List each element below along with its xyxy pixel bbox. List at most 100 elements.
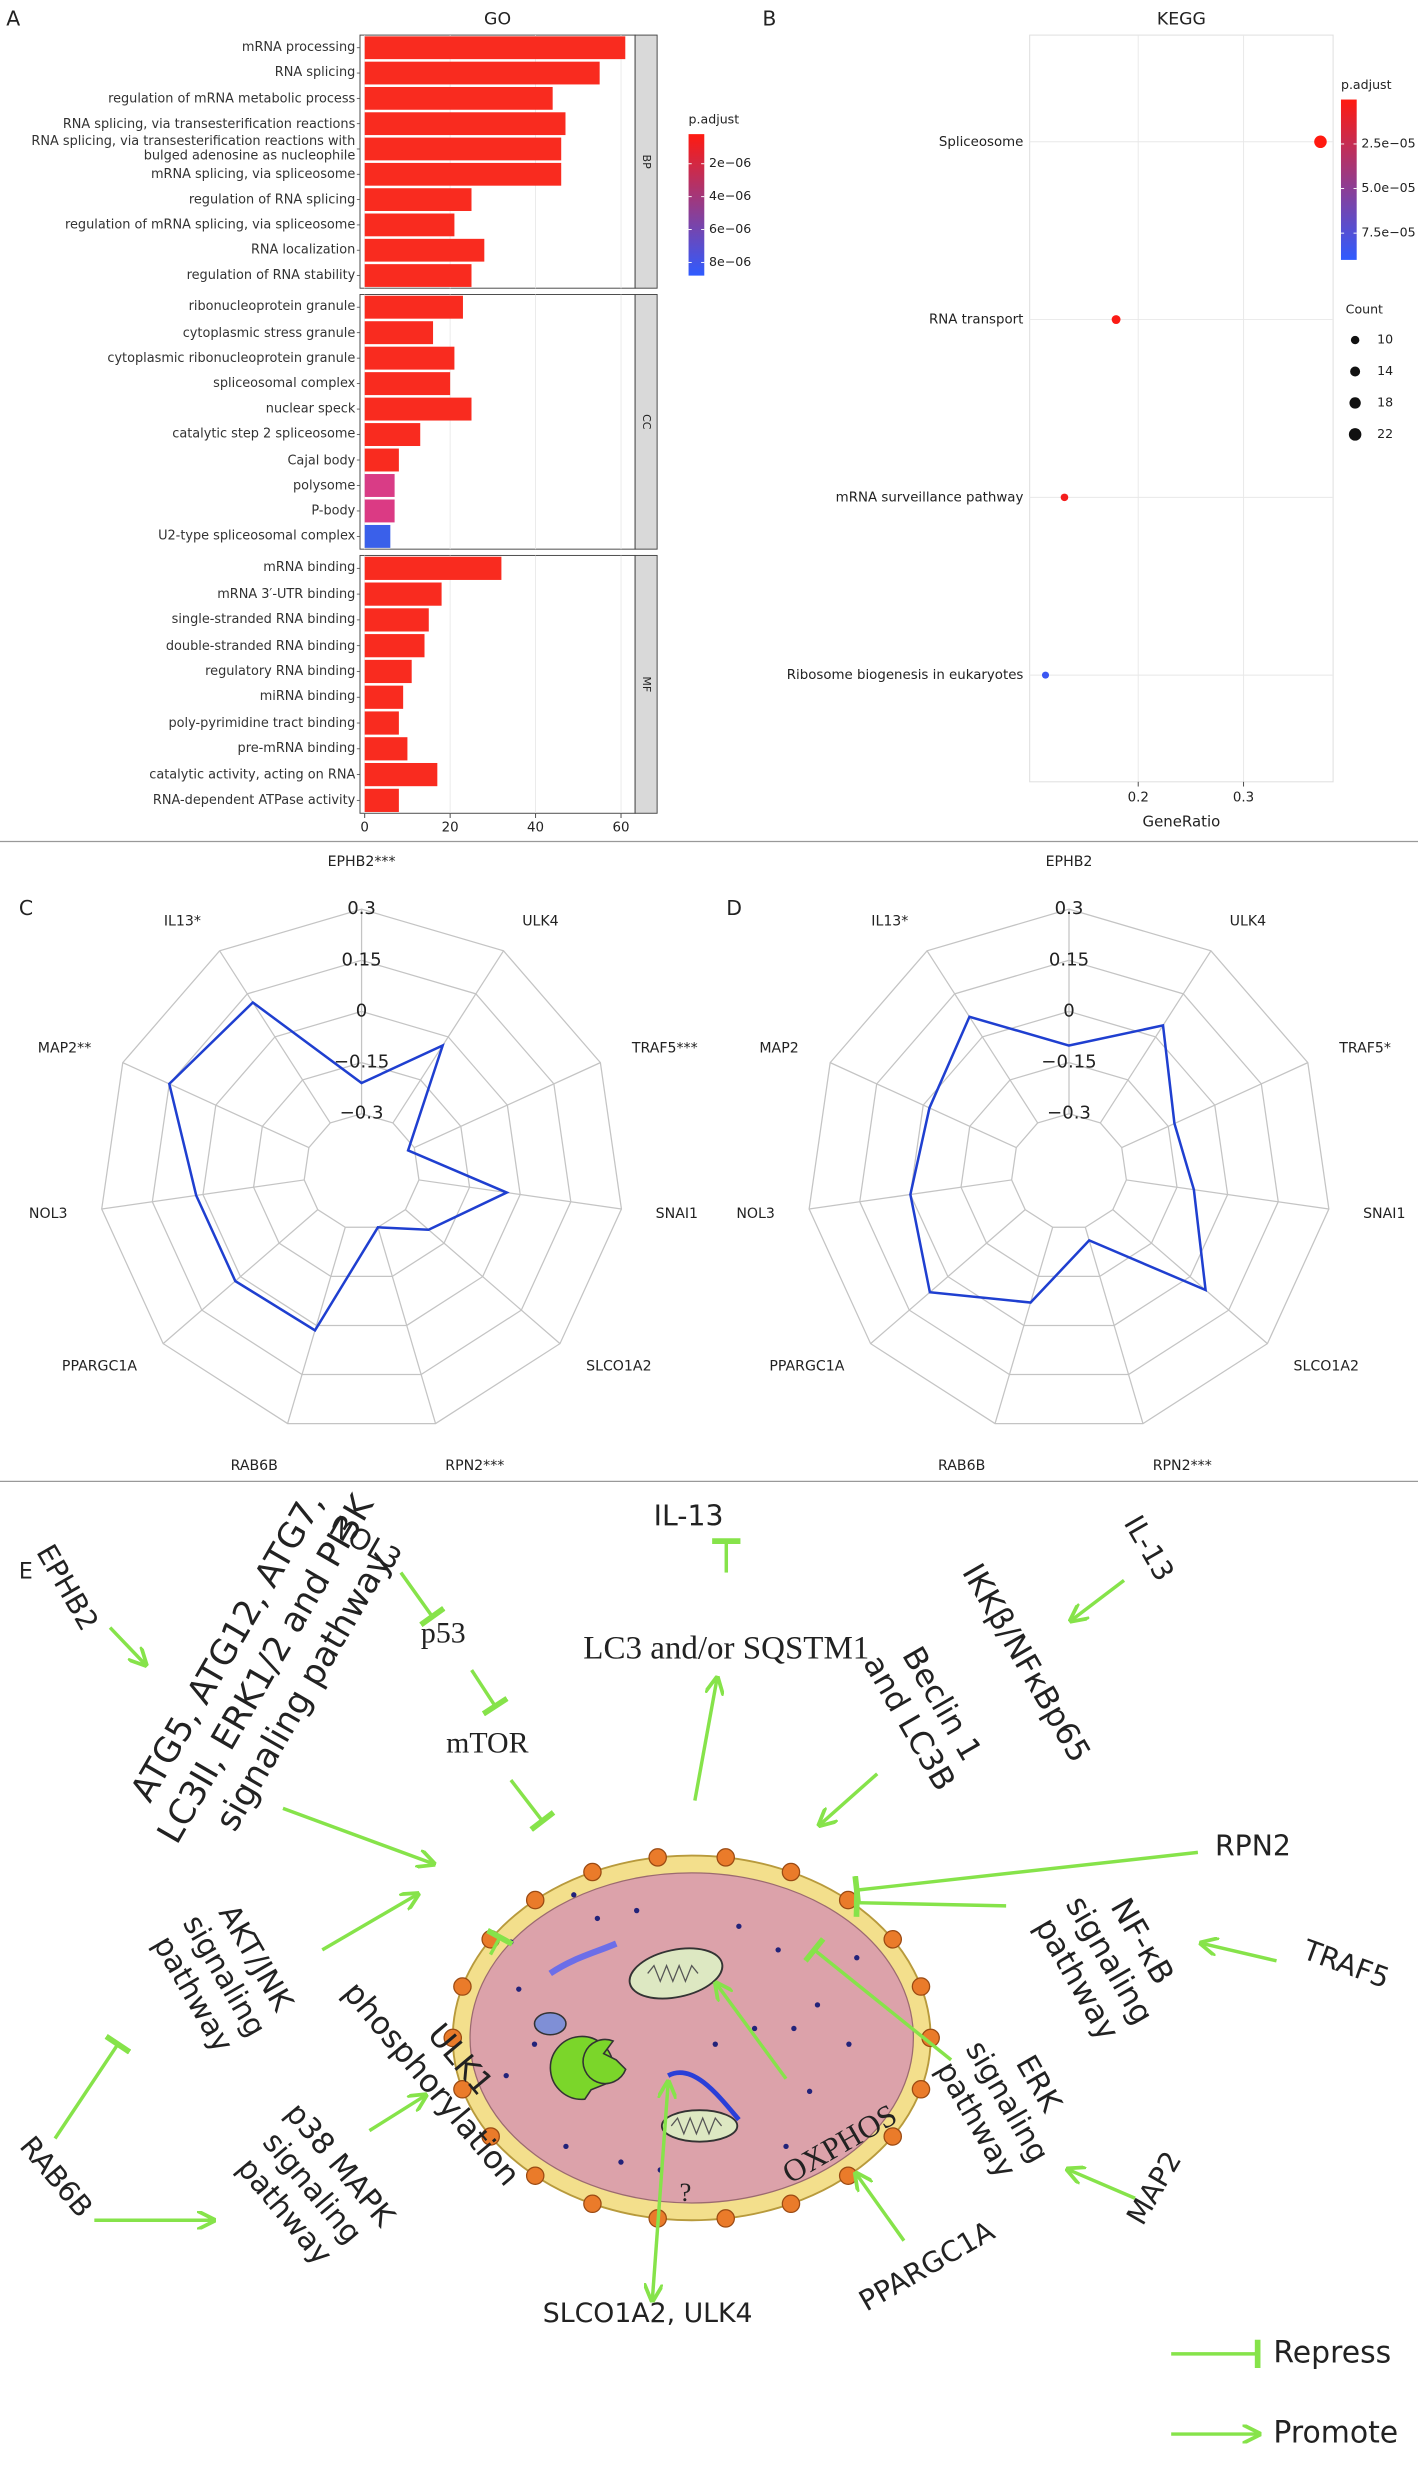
membrane-protein bbox=[716, 2209, 735, 2228]
axis-label: SNAI1 bbox=[656, 1206, 698, 1222]
y-tick-label: mRNA splicing, via spliceosome bbox=[150, 165, 356, 181]
axis-label: RAB6B bbox=[231, 1458, 278, 1474]
category-box: Cajal body bbox=[287, 451, 356, 467]
y-tick-label: Ribosome biogenesis in eukaryotes bbox=[787, 668, 1024, 683]
bar bbox=[364, 61, 600, 85]
colorbar bbox=[1340, 99, 1357, 260]
category-box: mRNA processing bbox=[242, 39, 355, 54]
colorbar-label: 7.5e−05 bbox=[1361, 225, 1415, 240]
facet-label: CC bbox=[640, 414, 653, 430]
membrane-protein bbox=[911, 2079, 931, 2099]
y-tick-label: single-stranded RNA binding bbox=[171, 610, 356, 627]
membrane-protein bbox=[648, 1848, 667, 1867]
category-box: regulatory RNA binding bbox=[205, 663, 355, 678]
bar bbox=[364, 137, 562, 161]
particle bbox=[508, 1939, 514, 1945]
membrane-protein bbox=[525, 1890, 545, 1910]
axis-label: EPHB2*** bbox=[328, 854, 396, 870]
membrane-protein bbox=[781, 2194, 801, 2214]
repress-arrow bbox=[486, 1928, 514, 1956]
particle bbox=[516, 1986, 522, 1992]
bar bbox=[364, 264, 472, 287]
y-tick-label: U2-type spliceosomal complex bbox=[158, 527, 356, 544]
y-tick-label: RNA splicing, via transesterification re… bbox=[31, 132, 356, 164]
legend-label: 14 bbox=[1377, 363, 1393, 378]
cristae bbox=[670, 2116, 723, 2136]
particle bbox=[814, 2002, 821, 2008]
promote-arrow bbox=[108, 1626, 145, 1664]
particle bbox=[783, 2143, 789, 2150]
repress-arrow bbox=[399, 1571, 446, 1628]
axis-label: ULK4 bbox=[522, 914, 558, 930]
r-tick-label: −0.3 bbox=[1047, 1103, 1091, 1124]
membrane-protein bbox=[583, 2194, 602, 2214]
bar bbox=[364, 685, 404, 709]
y-tick-label: regulation of mRNA metabolic process bbox=[108, 89, 356, 106]
repress-arrow bbox=[509, 1779, 556, 1832]
axis-label: IL13* bbox=[164, 914, 201, 930]
y-tick-label: P-body bbox=[311, 501, 356, 518]
gene-label: PPARGC1A bbox=[853, 2214, 1000, 2318]
bar bbox=[364, 659, 412, 684]
panel-label: D bbox=[726, 896, 742, 920]
membrane-protein bbox=[453, 2079, 472, 2099]
y-tick-label: RNA localization bbox=[250, 241, 356, 257]
bar bbox=[364, 556, 502, 580]
y-tick-label: catalytic activity, acting on RNA bbox=[149, 765, 356, 782]
radar-line bbox=[909, 1015, 1208, 1304]
x-tick-label: 0.3 bbox=[1233, 791, 1254, 806]
membrane-protein bbox=[883, 1930, 903, 1949]
y-tick-label: RNA transport bbox=[929, 313, 1023, 328]
panel-label: B bbox=[762, 6, 776, 30]
facet-strip bbox=[634, 554, 658, 814]
category-box: RNA localization bbox=[250, 241, 356, 257]
facet-label: BP bbox=[640, 155, 653, 170]
category-box: cytoplasmic ribonucleoprotein granule bbox=[107, 350, 355, 365]
y-tick-label: mRNA 3′-UTR binding bbox=[217, 585, 356, 601]
y-tick-label: regulation of RNA stability bbox=[186, 266, 356, 283]
particle bbox=[846, 2041, 852, 2047]
y-tick-label: pre-mRNA binding bbox=[237, 739, 356, 756]
particle bbox=[571, 1892, 577, 1898]
particle bbox=[618, 2159, 624, 2165]
bar bbox=[364, 582, 442, 606]
bar bbox=[364, 608, 429, 632]
promote-arrow bbox=[1203, 1944, 1277, 1963]
gene-label: IL-13 bbox=[654, 1500, 724, 1533]
y-tick-label: Cajal body bbox=[287, 451, 356, 467]
bar bbox=[364, 474, 395, 497]
y-tick-label: miRNA binding bbox=[259, 688, 356, 704]
category-box: RNA splicing, via transesterification re… bbox=[63, 115, 355, 130]
colorbar-label: 6e−06 bbox=[709, 221, 751, 236]
bar bbox=[364, 238, 485, 262]
facet-strip bbox=[634, 294, 658, 550]
particle bbox=[854, 1955, 860, 1961]
r-tick-label: −0.3 bbox=[340, 1103, 384, 1124]
axis-label: TRAF5*** bbox=[631, 1040, 698, 1056]
category-box: RNA splicing, via transesterification re… bbox=[31, 132, 356, 164]
axis-label: PPARGC1A bbox=[769, 1358, 844, 1374]
process-label: ATG5, ATG12, ATG7,LC3II, ERK1/2 and PI3K… bbox=[123, 1486, 400, 1850]
category-box: cytoplasmic stress granule bbox=[183, 324, 356, 339]
axis-label: RPN2*** bbox=[1153, 1458, 1212, 1474]
bar bbox=[364, 112, 566, 136]
legend-point bbox=[1349, 397, 1361, 409]
axis-label: IL13* bbox=[871, 914, 908, 930]
particle bbox=[775, 1947, 781, 1953]
legend-title: Count bbox=[1346, 302, 1383, 317]
x-tick-label: 0.2 bbox=[1128, 791, 1149, 806]
particle bbox=[791, 2025, 797, 2032]
repress-arrow bbox=[852, 1850, 1199, 1905]
category-box: P-body bbox=[311, 501, 356, 518]
panel-label: A bbox=[6, 6, 20, 30]
grid-ring bbox=[960, 1061, 1178, 1278]
promote-arrow bbox=[1069, 2170, 1136, 2200]
colorbar bbox=[688, 134, 705, 276]
y-tick-label: RNA splicing bbox=[274, 64, 356, 80]
category-box: pre-mRNA binding bbox=[237, 739, 356, 756]
grid-ring bbox=[859, 959, 1279, 1376]
category-box: mRNA 3′-UTR binding bbox=[217, 585, 356, 601]
